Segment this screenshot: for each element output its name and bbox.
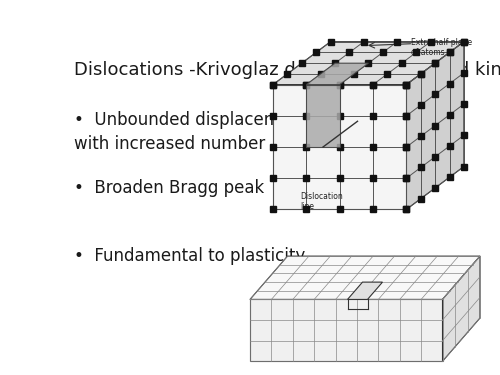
- Text: Extra half plane
of atoms: Extra half plane of atoms: [411, 38, 472, 57]
- Text: Dislocation
line: Dislocation line: [300, 192, 344, 211]
- Polygon shape: [306, 85, 340, 147]
- Polygon shape: [348, 282, 382, 299]
- Polygon shape: [406, 42, 464, 209]
- Text: •  Unbounded displacement
with increased number: • Unbounded displacement with increased …: [74, 111, 308, 153]
- Polygon shape: [273, 42, 464, 85]
- Polygon shape: [306, 63, 368, 85]
- Text: Dislocations -Krivoglaz defect of the second kind: Dislocations -Krivoglaz defect of the se…: [74, 61, 500, 79]
- Polygon shape: [442, 256, 480, 362]
- Polygon shape: [250, 299, 442, 362]
- Polygon shape: [250, 256, 480, 299]
- Text: •  Fundamental to plasticity: • Fundamental to plasticity: [74, 247, 306, 265]
- Text: •  Broaden Bragg peak: • Broaden Bragg peak: [74, 179, 264, 197]
- Polygon shape: [273, 85, 406, 209]
